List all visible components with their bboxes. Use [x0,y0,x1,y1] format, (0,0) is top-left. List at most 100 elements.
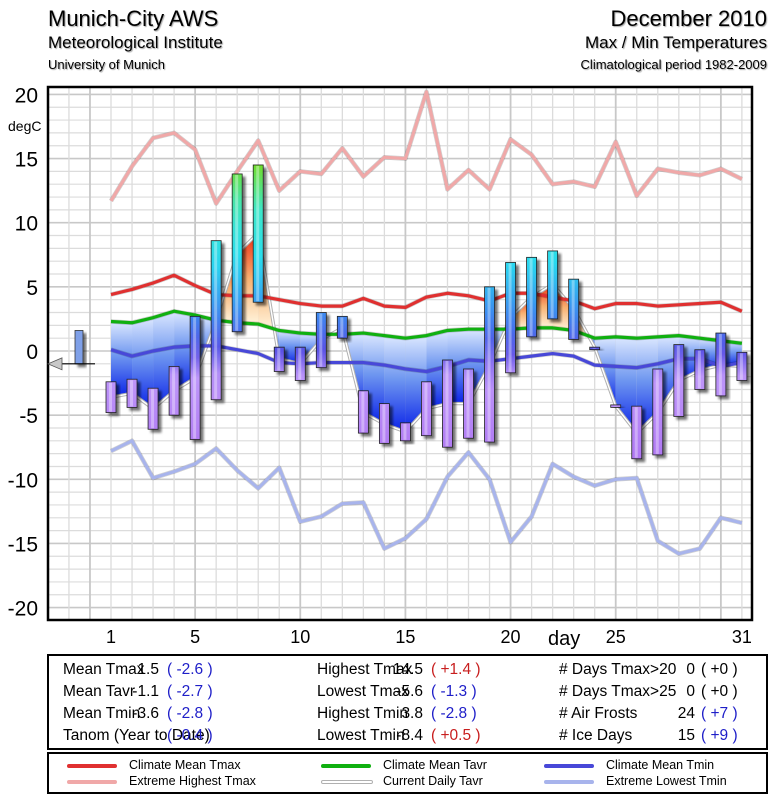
day-bar-highlight [445,360,449,447]
day-bar-body [526,256,537,338]
day-bar-highlight [529,258,533,336]
day-bar [357,390,369,434]
day-bar [210,240,222,401]
day-bar-body [610,404,622,408]
day-bar-highlight [256,165,260,302]
day-bar-body [378,403,390,444]
y-axis-ticks: 20 15 10 5 0 -5 -10 -15 -20 [8,84,38,620]
day-bar [442,359,453,448]
stat-anomaly: ( +0 ) [701,683,738,700]
day-bar-body [336,315,348,339]
station-title: Munich-City AWS [48,6,219,31]
day-bar-body [315,312,327,369]
day-bar [105,381,117,413]
x-tick-label: 15 [395,627,415,647]
stat-label: Highest Tmin [317,705,409,722]
climate-period-label: Climatological period 1982-2009 [580,57,767,72]
stat-label: Lowest Tmax [317,683,409,700]
y-tick-label: 10 [15,213,38,236]
day-bar-highlight [466,369,470,438]
x-tick-label: 10 [290,627,310,647]
day-bar-highlight [676,345,680,416]
stat-label: # Days Tmax>20 [559,661,677,678]
stat-value: 15 [677,727,695,744]
day-bar-body [631,405,643,460]
y-tick-label: -20 [8,598,38,621]
day-bar-highlight [613,405,617,407]
day-bar [631,405,643,460]
stat-label: Mean Tavr [63,683,136,700]
day-bar-highlight [739,353,743,380]
day-bar [505,262,516,374]
extreme-highest-tmax-line [109,90,743,206]
day-bar-highlight [424,382,428,435]
stat-anomaly: ( -0.4 ) [167,727,213,744]
day-bar [652,368,664,456]
legend: Climate Mean Tmax Extreme Highest Tmax Cli… [47,752,768,794]
day-bar-highlight [214,241,218,399]
day-bar-body [484,286,495,443]
day-bar-highlight [487,287,491,442]
stat-value: -1.1 [132,683,159,700]
stat-anomaly: ( -2.8 ) [167,705,213,722]
day-bar-highlight [571,280,575,339]
y-tick-label: 0 [26,341,38,364]
stat-value: -5.6 [396,683,423,700]
extreme-lowest-tmin-line [110,439,743,556]
day-bar-highlight [508,263,512,372]
stat-value: 0 [686,683,695,700]
day-bar [294,346,306,381]
y-tick-label: 15 [15,149,38,172]
day-bar-highlight [172,367,176,415]
stat-anomaly: ( +9 ) [701,727,738,744]
day-bar-body [126,378,138,408]
day-bar [400,422,411,442]
day-bar-highlight [277,348,281,371]
x-tick-label: 25 [606,627,626,647]
day-bar-body [568,278,580,340]
month-title: December 2010 [610,6,767,31]
stat-value: 3.8 [401,705,423,722]
x-tick-label: 1 [106,627,116,647]
stat-label: Mean Tmax [63,661,145,678]
y-tick-label: -5 [19,405,38,428]
x-tick-label: 20 [501,627,521,647]
arrow-left-icon [46,357,63,371]
stat-anomaly: ( +0.5 ) [431,727,481,744]
day-bar-highlight [718,334,722,395]
stat-label: Lowest Tmin [317,727,405,744]
day-bar [568,278,580,340]
stat-label: # Days Tmax>25 [559,683,677,700]
day-bar-highlight [634,407,638,458]
x-tick-label: 31 [732,627,752,647]
day-bar [715,332,727,397]
daily-bars [105,164,748,460]
cold-anomaly-fill [111,321,133,398]
y-tick-label: -15 [8,533,38,556]
day-bar [484,286,495,443]
day-bar-body [294,346,306,381]
day-bar-highlight [592,348,596,349]
legend-label: Climate Mean Tavr [383,758,487,772]
day-bar-body [736,351,748,381]
day-bar [736,351,748,381]
stat-value: 24 [677,705,695,722]
university-label: University of Munich [48,57,166,72]
plot-frame [46,85,754,622]
day-bar [421,381,432,437]
day-bar-highlight [403,423,407,440]
day-bar-highlight [340,317,344,338]
day-bar-highlight [319,313,323,367]
day-bar-body [715,332,727,397]
day-bar [147,387,159,430]
previous-year-marker [46,330,95,371]
legend-swatch [321,780,373,784]
day-bar [378,403,390,444]
y-axis-label: degC [8,118,41,134]
previous-year-bar [74,330,84,365]
day-bar-body [400,422,411,442]
day-bar [336,315,348,339]
stat-value: -3.6 [132,705,159,722]
stat-anomaly: ( -2.7 ) [167,683,213,700]
day-bar [589,346,601,351]
